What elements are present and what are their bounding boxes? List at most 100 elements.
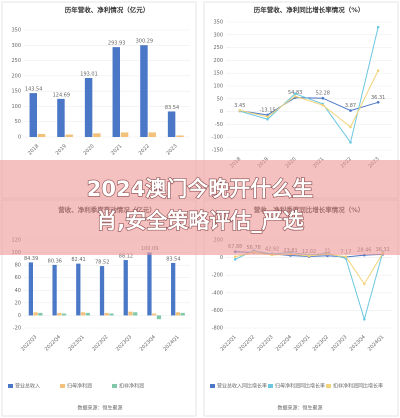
y-tick-label: -20 bbox=[13, 326, 21, 332]
bar bbox=[52, 264, 57, 316]
y-tick-label: 40 bbox=[15, 288, 21, 294]
data-label: 83.54 bbox=[166, 256, 180, 262]
bar bbox=[28, 262, 34, 316]
x-tick-label: 2022Q1 bbox=[219, 334, 237, 352]
chart-title: 历年营收、净利同比增长率情况（%） bbox=[254, 5, 365, 14]
data-label: 52.28 bbox=[316, 91, 330, 97]
y-tick-label: -200 bbox=[212, 273, 223, 279]
y-tick-label: -100 bbox=[212, 135, 223, 141]
data-label: 143.54 bbox=[25, 87, 43, 93]
bar bbox=[84, 77, 93, 137]
x-tick-label: 2022Q3 bbox=[20, 334, 38, 352]
bar bbox=[112, 47, 121, 137]
point bbox=[363, 317, 366, 321]
bar bbox=[57, 312, 62, 316]
point bbox=[233, 255, 237, 259]
point bbox=[233, 258, 237, 261]
line bbox=[235, 250, 384, 321]
point bbox=[266, 115, 269, 119]
point bbox=[363, 282, 366, 286]
bar bbox=[57, 98, 65, 137]
y-tick-label: 350 bbox=[11, 28, 21, 34]
y-tick-label: 0 bbox=[220, 255, 223, 261]
bar bbox=[167, 111, 176, 137]
bar bbox=[38, 312, 43, 316]
point bbox=[293, 94, 297, 98]
legend-label: 扣非净利润同比增长率 bbox=[333, 383, 383, 390]
legend-label: 归母净利润同比增长率 bbox=[275, 383, 325, 390]
x-tick-label: 2023Q2 bbox=[91, 334, 109, 352]
y-tick-label: 100 bbox=[213, 84, 223, 90]
bar bbox=[176, 135, 184, 137]
point bbox=[238, 109, 242, 112]
y-tick-label: -600 bbox=[212, 308, 223, 314]
point bbox=[344, 255, 348, 259]
legend-swatch bbox=[60, 384, 65, 388]
y-tick-label: -150 bbox=[212, 148, 223, 154]
legend-label: 营业总收入 bbox=[15, 383, 40, 390]
x-tick-label: 2023Q3 bbox=[115, 334, 133, 352]
bar bbox=[148, 132, 156, 137]
y-tick-label: 350 bbox=[213, 20, 223, 26]
x-tick-label: 2023Q1 bbox=[293, 334, 311, 352]
legend-swatch bbox=[326, 384, 331, 388]
bar bbox=[152, 313, 157, 316]
data-label: 293.93 bbox=[108, 41, 126, 47]
bar bbox=[180, 312, 185, 316]
bar bbox=[80, 312, 86, 316]
bar bbox=[29, 93, 38, 137]
data-label: 78.52 bbox=[95, 260, 109, 266]
point bbox=[266, 117, 269, 121]
y-tick-label: 200 bbox=[11, 73, 21, 79]
bar bbox=[175, 312, 181, 316]
bar bbox=[85, 312, 90, 316]
x-tick-label: 2022Q4 bbox=[44, 334, 62, 352]
legend-swatch bbox=[8, 384, 13, 388]
y-tick-label: 250 bbox=[11, 58, 21, 64]
legend-label: 归母净利润 bbox=[67, 383, 92, 390]
x-tick-label: 2023Q1 bbox=[67, 334, 85, 352]
x-tick-label: 2020 bbox=[82, 143, 95, 156]
bar bbox=[156, 315, 162, 320]
legend-swatch bbox=[210, 384, 215, 388]
bar bbox=[37, 133, 46, 137]
bar bbox=[104, 312, 109, 316]
bar bbox=[76, 263, 81, 316]
line bbox=[239, 97, 379, 116]
x-tick-label: 2023Q4 bbox=[139, 334, 157, 352]
y-tick-label: 50 bbox=[15, 119, 21, 125]
line bbox=[239, 70, 379, 128]
y-tick-label: 150 bbox=[11, 89, 21, 95]
bar bbox=[171, 262, 176, 316]
x-tick-label: 2023Q2 bbox=[312, 334, 330, 352]
bar bbox=[133, 312, 138, 316]
data-label: 3.45 bbox=[234, 103, 245, 109]
legend-swatch bbox=[268, 384, 273, 388]
data-label: 84.39 bbox=[24, 256, 38, 262]
x-tick-label: 2018 bbox=[27, 143, 40, 156]
bar bbox=[65, 134, 73, 137]
y-tick-label: 200 bbox=[213, 58, 223, 64]
y-tick-label: 20 bbox=[15, 300, 21, 306]
x-tick-label: 2023Q3 bbox=[330, 334, 348, 352]
x-tick-label: 2024Q1 bbox=[162, 334, 180, 352]
bar bbox=[123, 260, 128, 316]
footer: 数据来源：恒生聚源 bbox=[77, 405, 122, 412]
y-tick-label: 100 bbox=[11, 104, 21, 110]
x-tick-label: 2022Q3 bbox=[256, 334, 274, 352]
x-tick-label: 2022Q4 bbox=[275, 334, 293, 352]
data-label: 83.54 bbox=[165, 105, 179, 111]
y-tick-label: 0 bbox=[18, 313, 21, 319]
y-tick-label: -50 bbox=[215, 122, 223, 128]
x-tick-label: 2023 bbox=[165, 143, 178, 156]
x-tick-label: 2021 bbox=[110, 143, 123, 156]
data-label: 82.41 bbox=[71, 257, 85, 263]
y-tick-label: 300 bbox=[11, 43, 21, 49]
y-tick-label: 150 bbox=[213, 71, 223, 77]
banner bbox=[0, 160, 400, 255]
bar bbox=[61, 313, 67, 316]
bar bbox=[147, 252, 152, 316]
banner-text: 2024澳门今晚开什么生 bbox=[87, 177, 313, 201]
y-tick-label: 300 bbox=[213, 32, 223, 38]
